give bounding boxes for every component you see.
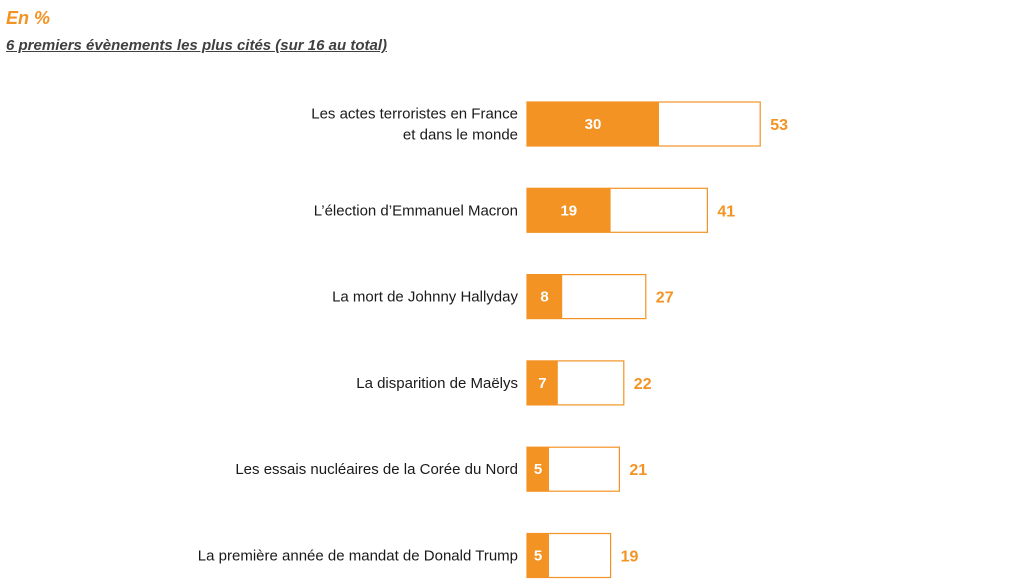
- chart-subtitle: 6 premiers évènements les plus cités (su…: [6, 37, 387, 54]
- bar-first-4: [527, 447, 549, 492]
- category-label-1: L’élection d’Emmanuel Macron: [314, 202, 518, 219]
- bar-total-value-0: 53: [770, 117, 788, 134]
- bar-total-value-3: 22: [634, 376, 652, 393]
- bar-first-2: [527, 274, 563, 319]
- bar-total-value-2: 27: [656, 290, 674, 307]
- bar-first-0: [527, 102, 659, 146]
- bar-first-value-4: 5: [534, 461, 542, 478]
- bar-first-3: [527, 360, 558, 405]
- category-label-0-line-1: et dans le monde: [403, 127, 518, 144]
- unit-label: En %: [6, 8, 51, 28]
- bar-first-value-1: 19: [560, 202, 577, 219]
- category-label-0-line-0: Les actes terroristes en France: [311, 106, 518, 123]
- category-label-2: La mort de Johnny Hallyday: [332, 289, 518, 306]
- bar-first-value-3: 7: [538, 375, 546, 392]
- category-label-3: La disparition de Maëlys: [356, 375, 518, 392]
- category-label-4: Les essais nucléaires de la Corée du Nor…: [235, 461, 518, 478]
- bar-first-value-2: 8: [540, 289, 548, 306]
- bar-first-5: [527, 533, 549, 578]
- bar-first-value-5: 5: [534, 548, 542, 565]
- bar-total-value-4: 21: [629, 462, 647, 479]
- bar-first-1: [527, 188, 611, 233]
- bar-first-value-0: 30: [585, 116, 602, 133]
- category-label-5: La première année de mandat de Donald Tr…: [198, 548, 518, 565]
- bar-total-value-1: 41: [717, 203, 735, 220]
- bar-total-value-5: 19: [621, 549, 639, 566]
